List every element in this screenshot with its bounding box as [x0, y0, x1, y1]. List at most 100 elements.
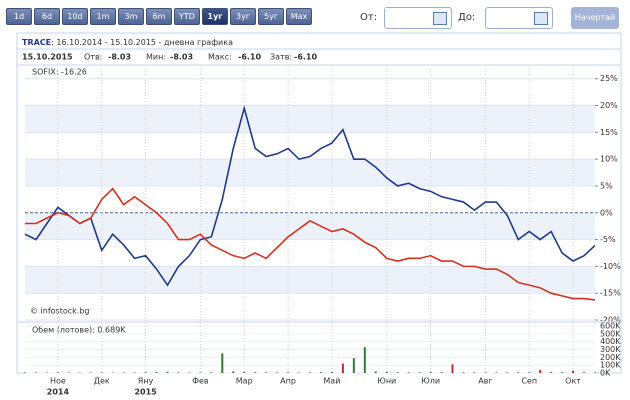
quote-value: -6.10: [238, 53, 261, 62]
y-tick-label: 300K: [600, 345, 621, 354]
y-tick-label: 5%: [600, 181, 613, 190]
volume-bar: [309, 372, 311, 373]
range-button[interactable]: Max: [286, 8, 312, 25]
x-tick-label: Фев: [192, 377, 209, 386]
x-tick-label: Яну: [138, 377, 154, 386]
x-tick-label: Юни: [377, 377, 396, 386]
x-tick-label: Окт: [565, 377, 581, 386]
to-input[interactable]: [485, 7, 553, 29]
x-tick-label: Сеп: [521, 377, 537, 386]
volume-bar: [210, 372, 213, 373]
y-tick-label: -20%: [600, 316, 621, 325]
quote-value: -8.03: [170, 53, 193, 62]
range-button[interactable]: 3m: [118, 8, 144, 25]
range-button[interactable]: 1d: [6, 8, 32, 25]
y-tick-label: 600K: [600, 322, 621, 331]
volume-bar: [24, 372, 26, 373]
quote-label: Мин:: [146, 53, 166, 62]
range-button[interactable]: YTD: [174, 8, 200, 25]
watermark: © infostock.bg: [30, 307, 89, 316]
quote-label: Отв:: [84, 53, 102, 62]
volume-bar: [155, 372, 158, 373]
volume-bar: [254, 372, 257, 373]
x-tick-label: Ное: [50, 377, 66, 386]
quote-value: -6.10: [294, 53, 317, 62]
volume-bar: [319, 372, 322, 373]
series-name: TRACE: [22, 38, 51, 47]
x-tick-label: Дек: [94, 377, 110, 386]
y-tick-label: -5%: [600, 235, 616, 244]
x-tick-label: Мар: [236, 377, 253, 386]
y-tick-label: 200K: [600, 353, 621, 362]
range-button[interactable]: 3уг: [230, 8, 256, 25]
range-button[interactable]: 1уг: [202, 8, 228, 25]
grid-band: [25, 105, 595, 133]
y-tick-label: 0%: [600, 208, 613, 217]
volume-bar: [374, 371, 377, 373]
y-tick-label: 0K: [600, 369, 611, 378]
grid-band: [25, 212, 595, 240]
y-tick-label: 10%: [600, 155, 618, 164]
volume-bar: [199, 372, 202, 373]
quote-label: Затв:: [270, 53, 292, 62]
volume-bar: [144, 372, 147, 373]
y-tick-label: 500K: [600, 329, 621, 338]
volume-bar: [166, 371, 169, 373]
x-tick-label: Май: [323, 377, 340, 386]
quote-value: -8.03: [108, 53, 131, 62]
legend-entry: SOFIX: -16.26: [32, 68, 87, 77]
volume-bar: [177, 372, 180, 373]
volume-bar: [550, 372, 553, 373]
volume-bar: [243, 371, 246, 373]
volume-bar: [56, 372, 59, 373]
volume-bar: [484, 372, 487, 373]
volume-bar: [473, 372, 476, 373]
volume-bar: [528, 372, 531, 373]
x-tick-label: Юли: [421, 377, 440, 386]
volume-bar: [363, 347, 366, 373]
volume-bar: [517, 372, 520, 373]
volume-bar: [539, 369, 542, 373]
range-button[interactable]: 6m: [146, 8, 172, 25]
volume-bar: [594, 372, 596, 373]
x-year-label: 2014: [47, 388, 70, 397]
volume-bar: [583, 372, 586, 373]
grid-band: [25, 159, 595, 186]
volume-bar: [276, 372, 279, 373]
to-label: До:: [458, 12, 476, 23]
submit-button[interactable]: Начертай: [571, 7, 619, 29]
range-button[interactable]: 1m: [90, 8, 116, 25]
x-year-label: 2015: [134, 388, 157, 397]
volume-bar: [506, 372, 509, 373]
y-tick-label: 20%: [600, 101, 618, 110]
volume-bar: [232, 371, 235, 373]
volume-bar: [100, 372, 103, 373]
volume-bar: [67, 372, 70, 373]
range-button[interactable]: 10d: [62, 8, 88, 25]
grid-band: [25, 266, 595, 294]
range-button[interactable]: 5уг: [258, 8, 284, 25]
volume-bar: [265, 372, 268, 373]
volume-bar: [561, 372, 564, 373]
range-toolbar: 1d 6d 10d 1m 3m 6m YTD 1уг 3уг 5уг Max: [6, 8, 312, 25]
y-tick-label: 400K: [600, 337, 621, 346]
quote-date: 15.10.2015: [22, 53, 73, 62]
y-tick-label: 15%: [600, 128, 618, 137]
volume-bar: [429, 372, 432, 373]
volume-bar: [287, 372, 290, 373]
quote-label: Макс:: [208, 53, 232, 62]
y-tick-label: -15%: [600, 289, 621, 298]
x-tick-label: Авг: [478, 377, 492, 386]
chart-subtitle: : 16.10.2014 - 15.10.2015 - дневна графи…: [51, 38, 233, 47]
volume-bar: [440, 372, 443, 373]
volume-title: Обем (лотове): 0.689K: [32, 326, 126, 335]
y-tick-label: 100K: [600, 361, 621, 370]
volume-bar: [396, 372, 399, 373]
from-input[interactable]: [384, 7, 452, 29]
volume-bar: [418, 372, 421, 373]
from-label: От:: [360, 12, 378, 23]
volume-bar: [341, 363, 344, 373]
range-button[interactable]: 6d: [34, 8, 60, 25]
volume-bar: [122, 372, 125, 373]
